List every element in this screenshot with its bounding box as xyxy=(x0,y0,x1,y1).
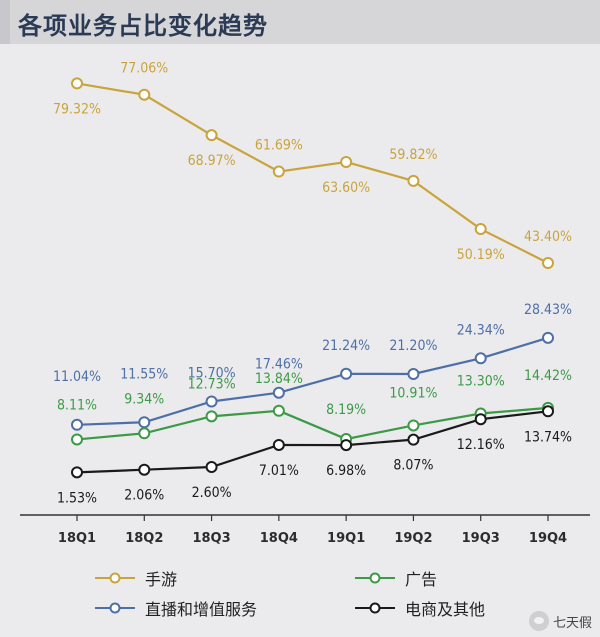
data-label: 59.82% xyxy=(389,147,437,163)
data-label: 50.19% xyxy=(457,247,505,263)
legend-swatch xyxy=(355,572,395,584)
data-label: 77.06% xyxy=(120,61,168,77)
data-point xyxy=(542,405,554,418)
line-chart: 18Q1 18Q2 18Q3 18Q4 19Q1 19Q2 19Q3 19Q4 79.32% 77… xyxy=(20,61,590,546)
data-label: 21.24% xyxy=(322,338,370,354)
data-label: 12.73% xyxy=(188,376,236,392)
data-point xyxy=(272,165,285,178)
data-point xyxy=(272,438,285,451)
x-tick-label: 19Q2 xyxy=(394,531,432,546)
series-line xyxy=(76,336,549,426)
data-label: 21.20% xyxy=(389,338,437,354)
title-accent xyxy=(0,0,10,44)
data-point xyxy=(205,461,218,473)
data-label: 8.11% xyxy=(57,397,97,413)
data-label: 7.01% xyxy=(259,463,299,479)
data-point xyxy=(474,223,487,236)
legend: 手游 广告 直播和增值服务 电商及其他 七天假 xyxy=(0,558,600,637)
data-point xyxy=(272,386,285,399)
data-point xyxy=(407,433,420,446)
legend-label: 手游 xyxy=(145,570,178,589)
data-label: 8.19% xyxy=(326,402,366,418)
data-label: 13.84% xyxy=(255,371,303,387)
data-label: 15.70% xyxy=(188,366,236,382)
series-line xyxy=(76,406,549,441)
data-label: 63.60% xyxy=(322,180,370,196)
data-point xyxy=(138,463,151,476)
data-label: 17.46% xyxy=(255,357,303,373)
data-label: 43.40% xyxy=(524,229,572,245)
data-point xyxy=(138,427,151,440)
data-label: 9.34% xyxy=(124,391,164,407)
data-point xyxy=(407,174,420,187)
data-label: 79.32% xyxy=(53,101,101,117)
wechat-badge: 七天假 xyxy=(528,611,592,631)
data-label: 1.53% xyxy=(57,490,97,506)
legend-swatch xyxy=(95,602,135,614)
data-point xyxy=(542,257,554,269)
x-tick-label: 19Q3 xyxy=(462,531,500,546)
data-label: 11.55% xyxy=(120,366,168,382)
data-label: 24.34% xyxy=(457,322,505,338)
data-label: 10.91% xyxy=(389,385,437,401)
title-bar: 各项业务占比变化趋势 xyxy=(0,0,600,44)
legend-label: 直播和增值服务 xyxy=(145,600,258,619)
series-line xyxy=(76,82,549,264)
data-label: 14.42% xyxy=(524,368,572,384)
data-point xyxy=(138,88,151,101)
wechat-label: 七天假 xyxy=(552,615,592,631)
legend-item-mobile-games: 手游 xyxy=(95,566,177,590)
chart-title: 各项业务占比变化趋势 xyxy=(18,12,268,40)
x-tick-label: 19Q1 xyxy=(327,531,365,546)
legend-label: 广告 xyxy=(405,570,438,589)
data-point xyxy=(340,156,353,168)
legend-swatch xyxy=(355,602,395,614)
data-point xyxy=(407,419,420,432)
data-label: 13.74% xyxy=(524,429,572,445)
data-point xyxy=(71,418,83,431)
data-label: 11.04% xyxy=(53,369,101,385)
data-label: 6.98% xyxy=(326,463,366,479)
data-label: 12.16% xyxy=(457,437,505,453)
data-label: 2.06% xyxy=(124,488,164,504)
data-label: 28.43% xyxy=(524,302,572,318)
data-point xyxy=(205,395,218,408)
data-point xyxy=(205,410,218,423)
x-tick-label: 18Q1 xyxy=(58,531,96,546)
data-label: 2.60% xyxy=(192,485,232,501)
x-tick-label: 19Q4 xyxy=(529,531,567,546)
data-label: 13.30% xyxy=(457,374,505,390)
data-point xyxy=(272,404,285,417)
data-point xyxy=(71,77,83,90)
legend-item-live-vas: 直播和增值服务 xyxy=(95,596,257,620)
legend-item-ads: 广告 xyxy=(355,566,437,590)
data-point xyxy=(407,368,420,380)
legend-swatch xyxy=(95,572,135,584)
data-point xyxy=(340,439,353,452)
data-label: 61.69% xyxy=(255,138,303,154)
data-point xyxy=(205,129,218,142)
data-point xyxy=(542,331,554,344)
data-label: 8.07% xyxy=(393,458,433,474)
data-point xyxy=(71,433,83,446)
series-line xyxy=(76,410,549,474)
data-point xyxy=(71,466,83,479)
data-point xyxy=(138,416,151,429)
wechat-icon xyxy=(528,611,549,631)
legend-item-ecommerce: 电商及其他 xyxy=(355,596,485,620)
data-point xyxy=(340,367,353,380)
x-tick-label: 18Q2 xyxy=(125,531,163,546)
legend-label: 电商及其他 xyxy=(405,600,486,619)
x-tick-label: 18Q3 xyxy=(192,531,230,546)
data-label: 68.97% xyxy=(188,153,236,169)
data-point xyxy=(474,413,487,426)
x-tick-label: 18Q4 xyxy=(260,531,298,546)
data-point xyxy=(474,352,487,365)
